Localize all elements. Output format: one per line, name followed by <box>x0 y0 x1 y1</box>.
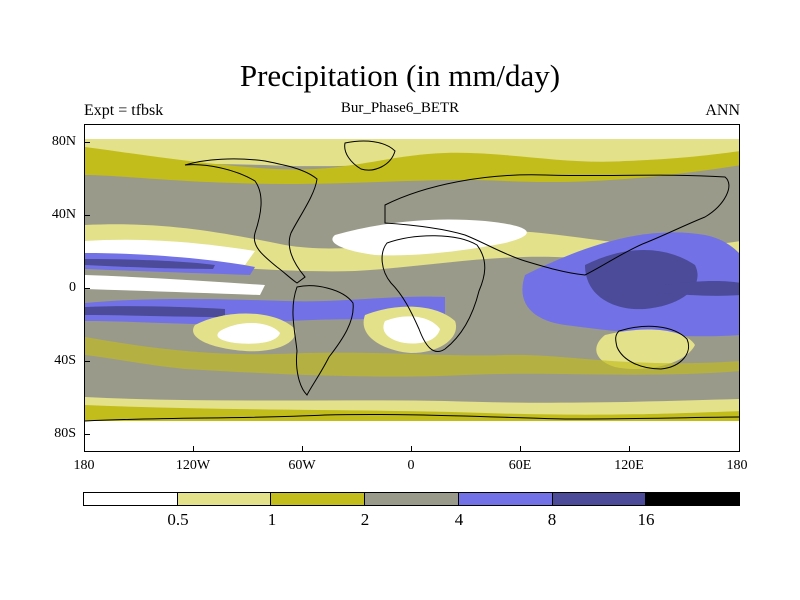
lat-label-40n: 40N <box>51 207 76 222</box>
colorbar <box>83 492 741 506</box>
colorbar-label-5: 16 <box>637 510 655 529</box>
south-pacific-dark <box>85 306 225 317</box>
south-hemisphere-olive <box>85 337 739 377</box>
africa-coast <box>381 235 486 352</box>
lat-label-40s: 40S <box>54 353 76 368</box>
lon-label-120e: 120E <box>614 458 644 473</box>
colorbar-label-0: 0.5 <box>167 510 189 529</box>
colorbar-box-0 <box>83 492 178 506</box>
lat-label-80n: 80N <box>51 134 76 149</box>
south-pacific-blue <box>85 296 445 325</box>
australia-yellow <box>596 329 695 369</box>
lon-label-60e: 60E <box>508 458 532 473</box>
itcz-north-dark <box>85 259 215 269</box>
colorbar-label-1: 1 <box>267 510 277 529</box>
lon-tick <box>193 446 194 452</box>
lat-tick <box>84 215 90 216</box>
lon-tick <box>629 446 630 452</box>
colorbar-label-4: 8 <box>547 510 557 529</box>
map-svg <box>85 125 739 451</box>
lon-label-60w: 60W <box>288 458 316 473</box>
antarctica-coast <box>85 413 739 422</box>
colorbar-box-1 <box>176 492 272 506</box>
south-atlantic-white <box>383 316 440 344</box>
indo-pacific-dark <box>585 250 698 310</box>
australia-coast <box>615 325 689 370</box>
lon-label-0: 0 <box>407 458 415 473</box>
colorbar-box-6 <box>645 492 741 506</box>
eurasia-coast <box>384 174 730 276</box>
south-pacific-white <box>217 322 280 344</box>
lat-label-80s: 80S <box>54 426 76 441</box>
colorbar-label-2: 2 <box>360 510 370 529</box>
lat-tick <box>84 288 90 289</box>
equator-white <box>85 275 265 295</box>
colorbar-box-5 <box>551 492 647 506</box>
lon-label-120w: 120W <box>175 458 211 473</box>
page-title: Precipitation (in mm/day) <box>239 58 561 93</box>
experiment-label: Expt = tfbsk <box>84 102 164 119</box>
antarctic-band <box>85 417 739 451</box>
lat-tick <box>84 361 90 362</box>
east-pacific-dark <box>665 281 739 296</box>
lon-tick <box>411 446 412 452</box>
season-label: ANN <box>705 102 740 119</box>
colorbar-box-3 <box>364 492 459 506</box>
north-america-coast <box>184 158 318 284</box>
lon-label-180e: 180 <box>726 458 748 473</box>
precipitation-map <box>84 124 740 452</box>
lon-tick <box>84 446 85 452</box>
north-highlat-olive <box>85 147 739 184</box>
coastlines <box>85 140 739 422</box>
colorbar-box-2 <box>270 492 366 506</box>
colorbar-box-4 <box>457 492 553 506</box>
colorbar-label-3: 4 <box>454 510 464 529</box>
lat-label-0: 0 <box>69 280 76 295</box>
page-subtitle: Bur_Phase6_BETR <box>340 100 460 116</box>
arctic-band <box>85 125 739 139</box>
south-america-coast <box>292 285 354 396</box>
lat-tick <box>84 142 90 143</box>
lon-tick <box>739 446 740 452</box>
greenland-coast <box>344 140 396 171</box>
lat-tick <box>84 434 90 435</box>
lon-label-180w: 180 <box>73 458 95 473</box>
lon-tick <box>302 446 303 452</box>
lon-tick <box>520 446 521 452</box>
